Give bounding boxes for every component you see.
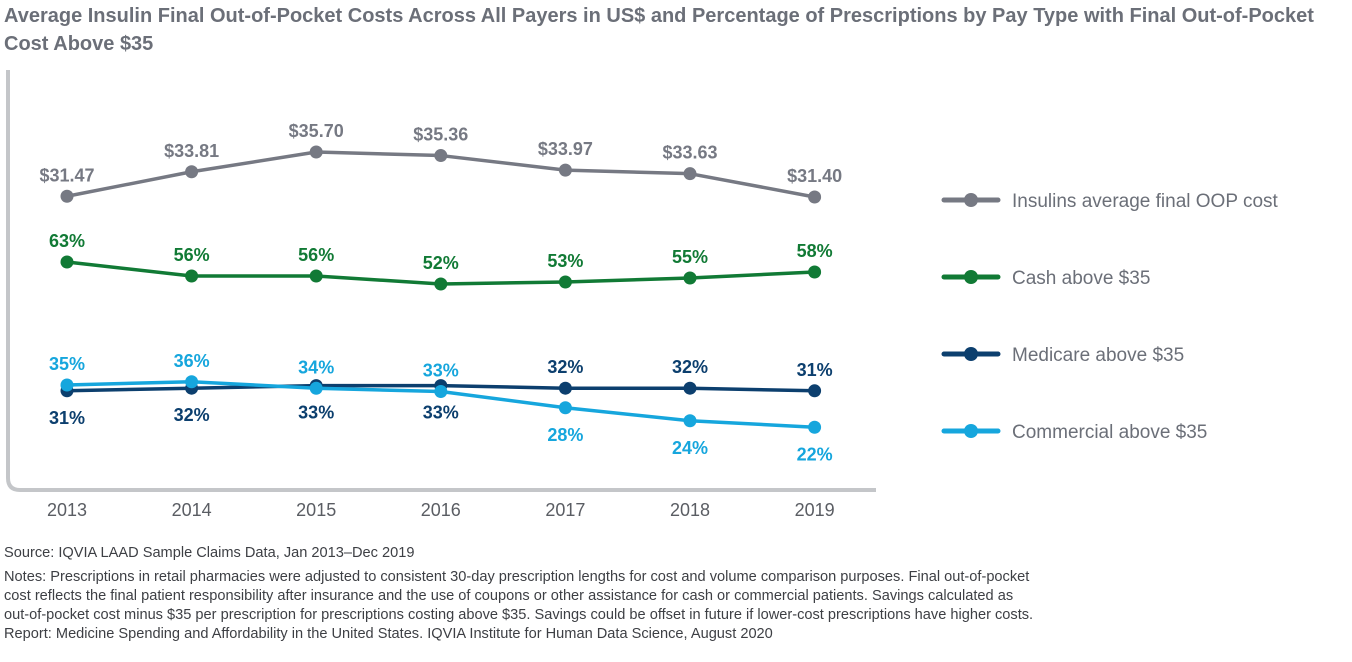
- data-point-cash-above-35-2018: [683, 271, 697, 285]
- legend-label: Cash above $35: [1012, 268, 1150, 289]
- legend-label: Commercial above $35: [1012, 422, 1207, 443]
- x-tick-label-2017: 2017: [545, 500, 585, 520]
- legend-item-insulins-average-final-oop-cost: Insulins average final OOP cost: [941, 191, 1279, 212]
- data-point-commercial-above-35-2015: [309, 381, 323, 395]
- data-label-cash-above-35-2015: 56%: [298, 245, 334, 265]
- x-tick-label-2015: 2015: [296, 500, 336, 520]
- series-layer: $31.47 $33.81 $35.70 $35.36 $33.97 $33.63 $31.…: [39, 121, 842, 464]
- data-label-insulins-average-final-oop-cost-2014: $33.81: [164, 141, 219, 161]
- legend-item-cash-above-35: Cash above $35: [941, 268, 1150, 289]
- chart-title: Average Insulin Final Out-of-Pocket Cost…: [4, 5, 1314, 55]
- x-tick-label-2016: 2016: [421, 500, 461, 520]
- data-label-commercial-above-35-2013: 35%: [49, 354, 85, 374]
- data-label-cash-above-35-2016: 52%: [423, 253, 459, 273]
- data-point-cash-above-35-2013: [60, 255, 74, 269]
- series-cash-above-35: 63% 56% 56% 52% 53% 55% 58%: [49, 231, 833, 291]
- data-point-medicare-above-35-2019: [808, 384, 822, 398]
- data-point-insulins-average-final-oop-cost-2014: [185, 165, 199, 179]
- series-insulins-average-final-oop-cost: $31.47 $33.81 $35.70 $35.36 $33.97 $33.63 $31.…: [39, 121, 842, 204]
- data-point-commercial-above-35-2013: [60, 378, 74, 392]
- data-point-insulins-average-final-oop-cost-2019: [808, 190, 822, 204]
- legend: Insulins average final OOP cost Cash abov…: [941, 191, 1279, 443]
- x-tick-label-2014: 2014: [172, 500, 212, 520]
- data-point-cash-above-35-2016: [434, 277, 448, 291]
- notes-line-1: Notes: Prescriptions in retail pharmacie…: [4, 569, 1030, 585]
- data-label-commercial-above-35-2016: 33%: [423, 361, 459, 381]
- x-axis-ticks: 2013 2014 2015 2016 2017 2018 2019: [47, 500, 835, 520]
- data-point-commercial-above-35-2017: [558, 401, 572, 415]
- data-label-cash-above-35-2013: 63%: [49, 231, 85, 251]
- data-point-insulins-average-final-oop-cost-2015: [309, 145, 323, 159]
- data-point-insulins-average-final-oop-cost-2016: [434, 149, 448, 163]
- data-label-insulins-average-final-oop-cost-2016: $35.36: [413, 125, 468, 145]
- data-label-cash-above-35-2017: 53%: [547, 251, 583, 271]
- data-label-commercial-above-35-2018: 24%: [672, 438, 708, 458]
- data-label-cash-above-35-2014: 56%: [174, 245, 210, 265]
- legend-item-medicare-above-35: Medicare above $35: [941, 345, 1184, 366]
- legend-swatch-marker: [964, 347, 978, 361]
- x-tick-label-2019: 2019: [795, 500, 835, 520]
- data-point-medicare-above-35-2017: [558, 381, 572, 395]
- data-label-commercial-above-35-2019: 22%: [797, 444, 833, 464]
- data-label-medicare-above-35-2016: 33%: [423, 403, 459, 423]
- data-point-commercial-above-35-2019: [808, 420, 822, 434]
- data-label-medicare-above-35-2017: 32%: [547, 357, 583, 377]
- data-point-insulins-average-final-oop-cost-2018: [683, 167, 697, 181]
- data-point-cash-above-35-2019: [808, 265, 822, 279]
- legend-swatch-marker: [964, 270, 978, 284]
- data-point-commercial-above-35-2018: [683, 414, 697, 428]
- legend-label: Insulins average final OOP cost: [1012, 191, 1279, 212]
- legend-item-commercial-above-35: Commercial above $35: [941, 422, 1207, 443]
- data-label-medicare-above-35-2015: 33%: [298, 403, 334, 423]
- data-label-insulins-average-final-oop-cost-2017: $33.97: [538, 139, 593, 159]
- data-point-cash-above-35-2014: [185, 269, 199, 283]
- data-label-medicare-above-35-2018: 32%: [672, 357, 708, 377]
- data-label-medicare-above-35-2014: 32%: [174, 405, 210, 425]
- data-point-cash-above-35-2015: [309, 269, 323, 283]
- line-chart: 2013 2014 2015 2016 2017 2018 2019 $31.47 $33.8…: [6, 70, 1279, 520]
- data-label-commercial-above-35-2014: 36%: [174, 351, 210, 371]
- legend-label: Medicare above $35: [1012, 345, 1184, 366]
- x-tick-label-2018: 2018: [670, 500, 710, 520]
- notes-line-2: cost reflects the final patient responsi…: [4, 588, 1014, 604]
- data-label-commercial-above-35-2017: 28%: [547, 425, 583, 445]
- data-label-insulins-average-final-oop-cost-2015: $35.70: [289, 121, 344, 141]
- data-point-commercial-above-35-2016: [434, 385, 448, 398]
- data-label-insulins-average-final-oop-cost-2018: $33.63: [662, 143, 717, 163]
- notes-line-4: Report: Medicine Spending and Affordabil…: [4, 626, 773, 642]
- x-tick-label-2013: 2013: [47, 500, 87, 520]
- series-commercial-above-35: 35% 36% 34% 33% 28% 24% 22%: [49, 351, 833, 465]
- data-label-medicare-above-35-2013: 31%: [49, 408, 85, 428]
- notes-line-3: out-of-pocket cost minus $35 per prescri…: [4, 607, 1034, 623]
- data-label-medicare-above-35-2019: 31%: [797, 360, 833, 380]
- data-point-commercial-above-35-2014: [185, 375, 199, 389]
- data-label-insulins-average-final-oop-cost-2019: $31.40: [787, 166, 842, 186]
- data-label-insulins-average-final-oop-cost-2013: $31.47: [39, 165, 94, 185]
- data-point-insulins-average-final-oop-cost-2013: [60, 189, 74, 203]
- data-label-cash-above-35-2019: 58%: [797, 241, 833, 261]
- data-label-commercial-above-35-2015: 34%: [298, 357, 334, 377]
- data-point-medicare-above-35-2018: [683, 381, 697, 395]
- data-label-cash-above-35-2018: 55%: [672, 247, 708, 267]
- chart-footer: Source: IQVIA LAAD Sample Claims Data, J…: [4, 544, 1349, 644]
- chart-frame: [6, 70, 876, 492]
- legend-swatch-marker: [964, 424, 978, 438]
- legend-swatch-marker: [964, 193, 978, 207]
- data-point-insulins-average-final-oop-cost-2017: [558, 163, 572, 177]
- data-point-cash-above-35-2017: [558, 275, 572, 289]
- source-note: Source: IQVIA LAAD Sample Claims Data, J…: [4, 545, 415, 561]
